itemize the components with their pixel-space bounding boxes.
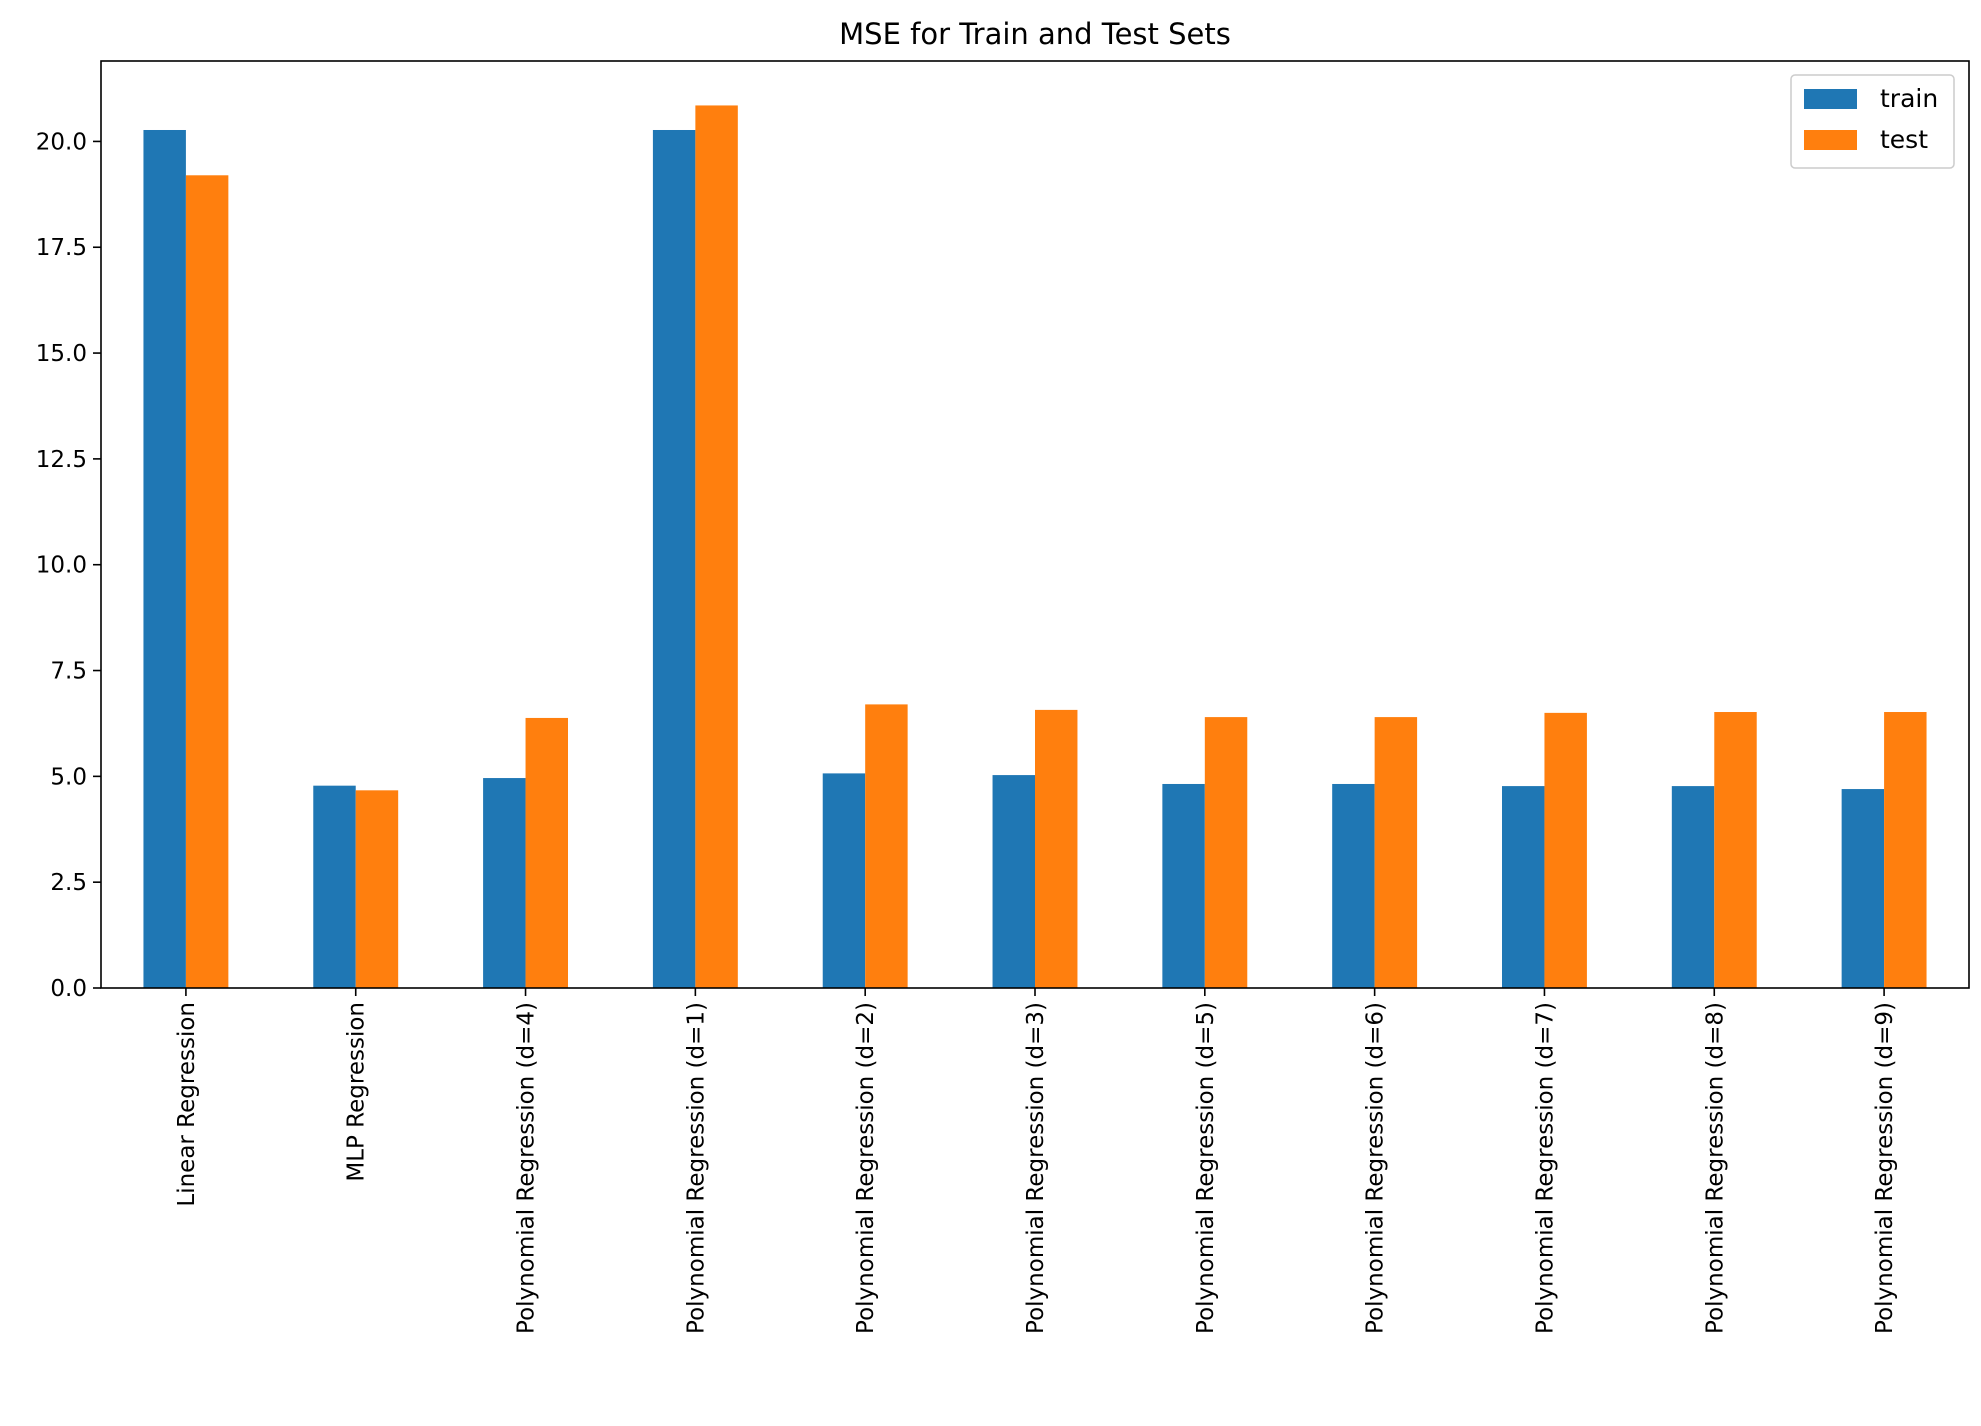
bar-test-7 [1374,717,1418,988]
bar-train-3 [652,129,696,988]
chart-title: MSE for Train and Test Sets [839,17,1231,51]
y-tick-label: 10.0 [36,553,87,579]
x-tick-label: Linear Regression [174,1002,200,1207]
bar-test-3 [695,105,738,989]
x-tick-label: Polynomial Regression (d=8) [1702,1002,1728,1334]
bar-test-1 [355,790,399,988]
bar-test-4 [865,704,908,988]
bar-train-9 [1671,786,1715,988]
x-tick-label: Polynomial Regression (d=9) [1872,1002,1898,1334]
y-tick-label: 2.5 [50,870,87,896]
bar-train-2 [483,778,526,988]
y-axis: 0.0 2.5 5.0 7.5 10.0 12.5 15.0 17.5 20.0 [36,129,101,1002]
bar-test-0 [185,175,229,989]
bar-test-8 [1544,712,1587,988]
x-tick-label: Polynomial Regression (d=3) [1023,1002,1049,1334]
x-axis: Linear Regression MLP Regression Polynomia… [174,988,1898,1334]
y-tick-label: 20.0 [36,129,87,155]
legend-label-test: test [1880,125,1928,154]
x-tick-label: Polynomial Regression (d=5) [1193,1002,1219,1334]
bar-train-1 [313,785,356,988]
bar-train-4 [822,773,866,988]
y-tick-label: 15.0 [36,341,87,367]
bar-train-5 [992,775,1035,988]
legend-label-train: train [1880,84,1938,113]
bar-train-7 [1332,783,1375,988]
y-tick-label: 7.5 [50,659,87,685]
bar-test-9 [1714,712,1757,988]
bar-train-6 [1162,783,1205,988]
x-tick-label: MLP Regression [344,1002,370,1182]
bar-train-10 [1841,789,1885,988]
x-tick-label: Polynomial Regression (d=1) [683,1002,709,1334]
legend-swatch-test [1804,130,1857,150]
bar-test-5 [1035,709,1078,988]
bar-test-2 [525,717,568,988]
legend: train test [1790,74,1955,169]
x-tick-label: Polynomial Regression (d=7) [1532,1002,1558,1334]
plot-frame [100,60,1970,989]
bar-train-0 [143,129,186,988]
bar-train-8 [1502,786,1545,988]
legend-swatch-train [1804,89,1857,109]
y-tick-label: 5.0 [50,764,87,790]
plot-area [143,105,1927,989]
y-tick-label: 17.5 [36,235,87,261]
bar-test-10 [1884,712,1927,988]
y-tick-label: 12.5 [36,447,87,473]
y-tick-label: 0.0 [50,976,87,1002]
x-tick-label: Polynomial Regression (d=4) [514,1002,540,1334]
x-tick-label: Polynomial Regression (d=6) [1363,1002,1389,1334]
x-tick-label: Polynomial Regression (d=2) [853,1002,879,1334]
bar-test-6 [1204,717,1248,988]
